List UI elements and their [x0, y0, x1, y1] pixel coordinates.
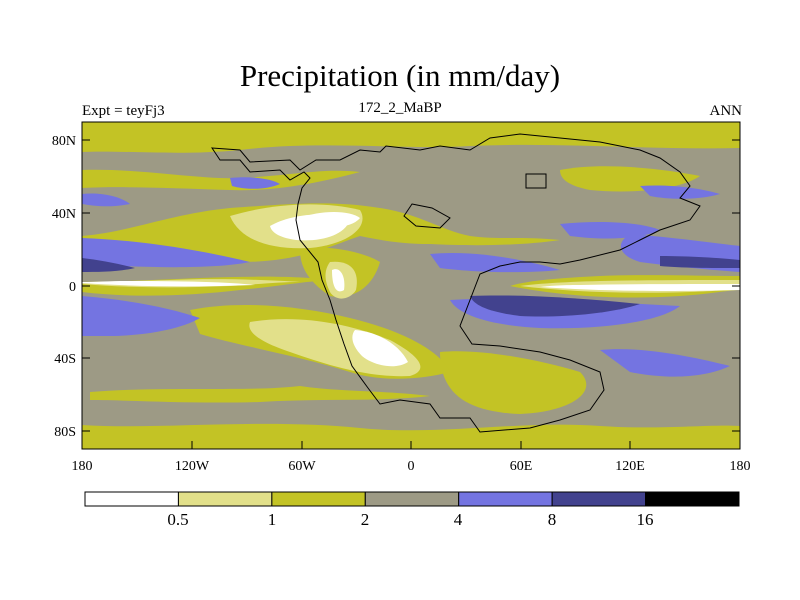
colorbar-cell-0 [84, 491, 179, 507]
colorbar-label-1: 1 [268, 510, 277, 529]
lat-tick-0: 0 [69, 280, 76, 295]
precip-field [82, 122, 740, 449]
lon-tick-120e: 120E [615, 459, 645, 474]
colorbar-cell-3 [364, 491, 460, 507]
colorbar-label-8: 8 [548, 510, 557, 529]
coastline-inner [403, 203, 451, 229]
colorbar: 0.5 1 2 4 8 16 [84, 491, 740, 529]
precip-arctic-band [82, 122, 740, 153]
precip-core-itcz-s [470, 295, 640, 317]
precip-w-wet [82, 193, 130, 207]
precip-antarctic-band [82, 423, 740, 449]
period-label: 172_2_MaBP [358, 100, 442, 116]
colorbar-cell-1 [177, 491, 273, 507]
lat-tick-40s: 40S [54, 352, 76, 367]
map-title: Precipitation (in mm/day) [239, 58, 561, 93]
precip-itcz-n-c [430, 252, 560, 273]
precip-asia-dry [560, 166, 700, 192]
precip-sh-stormtrack [600, 349, 730, 377]
precip-itcz-n-w [82, 238, 250, 268]
coastline-island [525, 173, 547, 189]
colorbar-cell-2 [271, 491, 366, 507]
lon-tick-0: 0 [408, 459, 415, 474]
precip-eq-core-w [82, 281, 255, 287]
colorbar-label-2: 2 [361, 510, 370, 529]
lon-tick-60w: 60W [288, 459, 316, 474]
colorbar-cell-4 [458, 491, 553, 507]
precip-nh-midlat-band [82, 169, 360, 191]
colorbar-label-16: 16 [637, 510, 654, 529]
colorbar-cell-5 [551, 491, 647, 507]
colorbar-label-0-5: 0.5 [167, 510, 188, 529]
experiment-label: Expt = teyFj3 [82, 103, 165, 119]
longitude-axis: 180 120W 60W 0 60E 120E 180 [72, 441, 751, 474]
lon-tick-180w: 180 [72, 459, 93, 474]
lat-tick-40n: 40N [52, 207, 76, 222]
lon-tick-180e: 180 [730, 459, 751, 474]
precip-sh-band [90, 386, 430, 403]
colorbar-label-4: 4 [454, 510, 463, 529]
precip-core-nh-2 [300, 212, 360, 227]
precip-core-itcz-ne [660, 256, 740, 268]
precip-na-wet [230, 177, 280, 189]
precip-spcz-w [82, 296, 200, 336]
colorbar-frame [84, 491, 740, 507]
precip-core-sh [352, 330, 408, 367]
precip-south-dry [440, 351, 587, 414]
lat-tick-80s: 80S [54, 425, 76, 440]
precip-asia-wet [560, 222, 660, 239]
precip-ne-wet [640, 185, 720, 199]
lon-tick-60e: 60E [510, 459, 533, 474]
precip-core-tropics [332, 269, 345, 292]
coastline [211, 133, 701, 433]
precip-eq-core-e [540, 284, 740, 291]
latitude-axis: 80N 40N 0 40S 80S [52, 134, 740, 440]
precip-core-itcz-nw [82, 258, 135, 272]
lon-tick-120w: 120W [175, 459, 210, 474]
colorbar-cell-6 [645, 491, 740, 507]
season-label: ANN [709, 103, 743, 119]
lat-tick-80n: 80N [52, 134, 76, 149]
